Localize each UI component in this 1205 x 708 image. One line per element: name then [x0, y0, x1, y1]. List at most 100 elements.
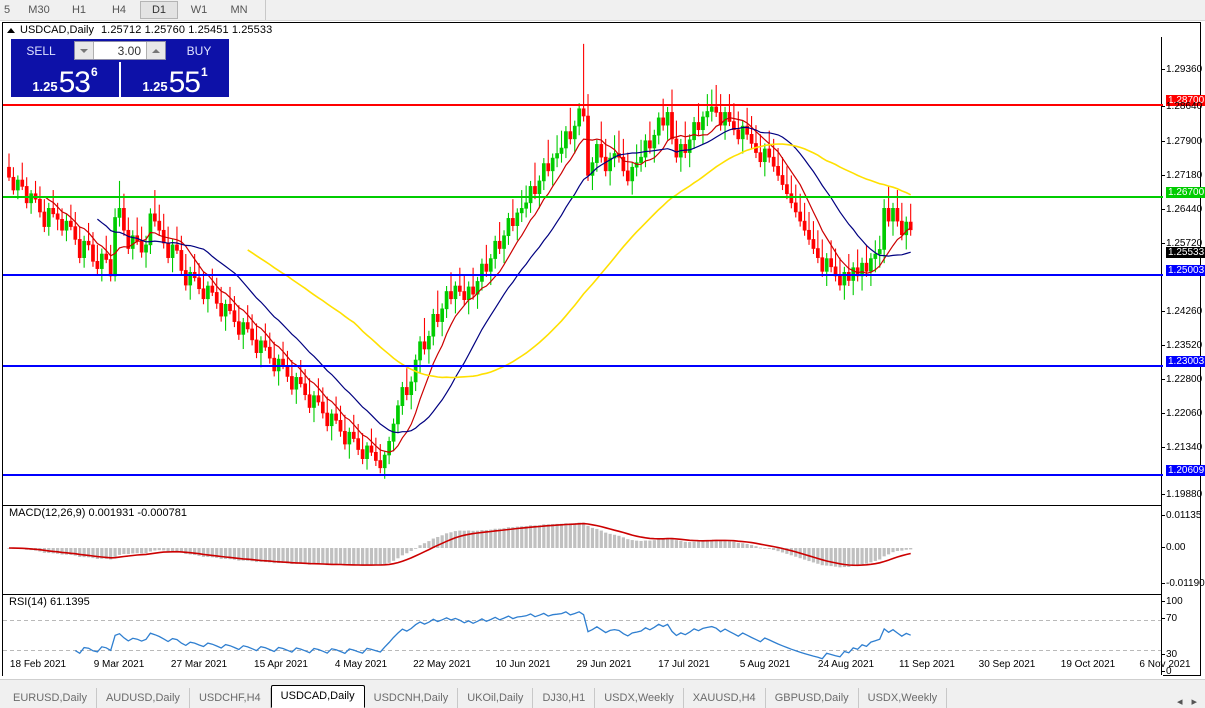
- date-label: 9 Mar 2021: [93, 659, 145, 670]
- tick-dash: [1162, 654, 1165, 655]
- tick-value: 1.27900: [1166, 136, 1203, 147]
- chart-tab-dj30-h1[interactable]: DJ30,H1: [533, 688, 596, 708]
- date-label: 5 Aug 2021: [739, 659, 791, 670]
- tick-dash: [1162, 447, 1165, 448]
- chart-tab-usdx-weekly[interactable]: USDX,Weekly: [595, 688, 684, 708]
- timeframe-d1[interactable]: D1: [140, 1, 178, 19]
- chart-tab-usdchf-h4[interactable]: USDCHF,H4: [190, 688, 271, 708]
- buy-button[interactable]: BUY: [169, 39, 229, 62]
- tab-scroll-right-icon[interactable]: ▸: [1191, 696, 1197, 708]
- sell-button[interactable]: SELL: [11, 39, 71, 62]
- rsi-indicator-plot[interactable]: [3, 594, 1163, 676]
- price-tick-70: 70: [1162, 613, 1200, 624]
- tick-dash: [1162, 379, 1165, 380]
- tick-dash: [1162, 618, 1165, 619]
- chart-tabs: EURUSD,Daily AUDUSD,Daily USDCHF,H4 USDCAD,…: [0, 684, 1177, 708]
- chart-ohlc-values: 1.25712 1.25760 1.25451 1.25533: [100, 24, 273, 36]
- tick-value: 1.21340: [1166, 442, 1203, 453]
- price-tick-0-01135: 0.01135: [1162, 510, 1201, 521]
- price-chart-plot[interactable]: [3, 37, 1163, 503]
- level-line-resistance-1-26700[interactable]: [3, 196, 1163, 198]
- buy-price-display[interactable]: 1.25 55 1: [121, 62, 229, 98]
- tick-value: 30: [1166, 649, 1178, 660]
- tick-dash: [1162, 601, 1165, 602]
- price-tick-1-22060: 1.22060: [1162, 408, 1202, 419]
- rsi-label: RSI(14) 61.1395: [7, 596, 92, 608]
- level-line-resistance-1-28700[interactable]: [3, 104, 1163, 106]
- timeframe-group: 5 M30 H1 H4 D1 W1 MN: [0, 0, 266, 20]
- tab-scroll-left-icon[interactable]: ◂: [1176, 696, 1183, 708]
- chart-tab-ukoil-daily[interactable]: UKOil,Daily: [458, 688, 534, 708]
- tick-value: 1.25533: [1166, 247, 1205, 258]
- volume-increase-button[interactable]: [146, 42, 165, 59]
- price-tick-1-25003: 1.25003: [1162, 265, 1205, 276]
- tick-dash: [1162, 141, 1165, 142]
- price-tick-1-19880: 1.19880: [1162, 489, 1202, 500]
- volume-decrease-button[interactable]: [75, 42, 94, 59]
- chart-tab-audusd-daily[interactable]: AUDUSD,Daily: [97, 688, 190, 708]
- tick-value: 1.25720: [1166, 238, 1203, 249]
- tick-dash: [1162, 209, 1165, 210]
- chart-tab-usdcnh-daily[interactable]: USDCNH,Daily: [365, 688, 459, 708]
- sell-price-main: 53: [58, 66, 91, 99]
- tick-value: 1.28640: [1166, 101, 1203, 112]
- macd-indicator-plot[interactable]: [3, 505, 1163, 594]
- tick-value: 1.29360: [1166, 64, 1203, 75]
- timeframe-w1[interactable]: W1: [190, 4, 208, 16]
- tick-dash: [1162, 671, 1165, 672]
- volume-input[interactable]: 3.00: [94, 42, 146, 59]
- tick-value: 1.22800: [1166, 374, 1203, 385]
- price-tick-1-24260: 1.24260: [1162, 306, 1203, 317]
- tick-dash: [1162, 69, 1165, 70]
- tick-dash: [1162, 243, 1165, 244]
- tick-value: 1.24260: [1166, 306, 1203, 317]
- price-tick-1-29360: 1.29360: [1162, 64, 1203, 75]
- timeframe-5[interactable]: 5: [3, 4, 11, 16]
- macd-label: MACD(12,26,9) 0.001931 -0.000781: [7, 507, 189, 519]
- timeframe-h4[interactable]: H4: [111, 4, 127, 16]
- chart-tab-xauusd-h4[interactable]: XAUUSD,H4: [684, 688, 766, 708]
- chart-symbol-label: USDCAD,Daily: [20, 24, 94, 36]
- tick-value: 1.25003: [1166, 265, 1205, 276]
- tick-value: 1.26700: [1166, 187, 1205, 198]
- chart-tab-usdcad-daily[interactable]: USDCAD,Daily: [270, 685, 365, 708]
- timeframe-h1[interactable]: H1: [71, 4, 87, 16]
- timeframe-m30[interactable]: M30: [28, 4, 50, 16]
- level-line-support-1-23003[interactable]: [3, 365, 1163, 367]
- tick-value: 1.27180: [1166, 170, 1203, 181]
- sell-price-display[interactable]: 1.25 53 6: [11, 62, 121, 99]
- chart-tab-gbpusd-daily[interactable]: GBPUSD,Daily: [766, 688, 859, 708]
- buy-price-prefix: 1.25: [142, 79, 168, 94]
- volume-stepper[interactable]: 3.00: [74, 41, 166, 60]
- level-line-support-1-25003[interactable]: [3, 274, 1163, 276]
- tick-dash: [1162, 175, 1165, 176]
- date-label: 15 Apr 2021: [254, 659, 308, 670]
- chart-tab-usdx-weekly[interactable]: USDX,Weekly: [859, 688, 948, 708]
- price-tick-1-23520: 1.23520: [1162, 340, 1203, 351]
- trade-panel-price-row: 1.25 53 6 1.25 55 1: [11, 62, 229, 99]
- date-label: 6 Nov 2021: [1139, 659, 1191, 670]
- tick-dash: [1162, 583, 1165, 584]
- price-tick-1-21340: 1.21340: [1162, 442, 1203, 453]
- timeframe-mn[interactable]: MN: [230, 4, 248, 16]
- date-label: 4 May 2021: [334, 659, 388, 670]
- date-label: 10 Jun 2021: [495, 659, 551, 670]
- tick-value: 1.23520: [1166, 340, 1203, 351]
- price-scale[interactable]: 1.29360 1.28700 1.28640 1.27900 1.27180 1.267…: [1161, 37, 1205, 677]
- tick-dash: [1162, 547, 1165, 548]
- level-line-support-1-20609[interactable]: [3, 474, 1163, 476]
- chart-tab-eurusd-daily[interactable]: EURUSD,Daily: [4, 688, 97, 708]
- chevron-up-icon: [152, 48, 160, 53]
- tick-dash: [1162, 515, 1165, 516]
- chevron-down-icon: [80, 48, 88, 53]
- macd-svg: [7, 522, 913, 568]
- tick-value: 70: [1166, 613, 1178, 624]
- rsi-svg: [3, 611, 1163, 660]
- one-click-trading-panel[interactable]: SELL 3.00 BUY 1.25 53 6: [11, 39, 229, 99]
- chart-tab-bar: EURUSD,Daily AUDUSD,Daily USDCHF,H4 USDCAD,…: [0, 679, 1205, 708]
- tick-value: 1.23003: [1166, 356, 1205, 367]
- date-axis: 18 Feb 2021 9 Mar 2021 27 Mar 2021 15 Apr 2…: [2, 658, 1201, 676]
- collapse-triangle-icon[interactable]: [7, 27, 15, 33]
- tick-value: 1.28700: [1166, 95, 1205, 106]
- price-tick-100: 100: [1162, 596, 1200, 607]
